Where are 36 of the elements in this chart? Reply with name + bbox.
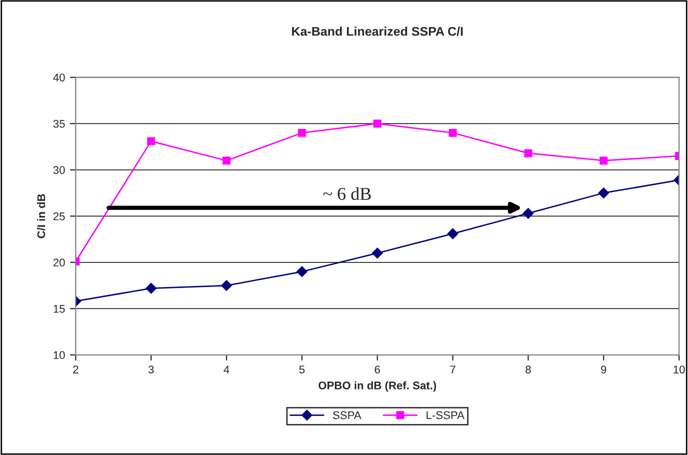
y-tick-label: 35	[53, 120, 65, 128]
point	[146, 282, 157, 294]
x-tick-label: 2	[73, 366, 78, 374]
point	[372, 248, 383, 259]
x-tick-label: 10	[674, 366, 685, 374]
y-axis-title: C/I in dB	[36, 194, 46, 238]
x-tick-label: 5	[299, 366, 305, 374]
y-tick-label: 40	[53, 74, 65, 82]
y-tick-label: 15	[54, 305, 65, 313]
y-tick-label: 10	[54, 351, 65, 360]
x-tick-label: 8	[526, 366, 531, 374]
point	[447, 228, 458, 240]
chart-title: Ka-Band Linearized SSPA C/I	[292, 26, 463, 36]
x-tick-label: 3	[148, 366, 154, 374]
y-tick-label: 20	[53, 258, 65, 267]
y-tick-label: 30	[53, 166, 65, 174]
point	[448, 128, 457, 137]
point	[373, 120, 382, 128]
y-tick-label: 25	[53, 212, 65, 220]
point	[296, 266, 308, 278]
x-tick-label: 9	[601, 366, 606, 374]
point	[221, 280, 232, 291]
annotation: ~ 6 dB	[323, 187, 371, 200]
x-axis-title: OPBO in dB (Ref. Sat.)	[318, 381, 436, 392]
x-tick-label: 7	[450, 366, 456, 374]
point	[600, 156, 608, 165]
legend-label: SSPA	[332, 411, 362, 420]
point	[147, 137, 156, 146]
x-tick-label: 4	[224, 366, 230, 374]
point	[598, 188, 610, 198]
point	[298, 128, 306, 137]
legend-label: L-SSPA	[426, 411, 464, 420]
x-tick-label: 6	[374, 366, 380, 374]
point	[222, 156, 231, 165]
point	[522, 208, 534, 219]
point	[524, 149, 532, 158]
